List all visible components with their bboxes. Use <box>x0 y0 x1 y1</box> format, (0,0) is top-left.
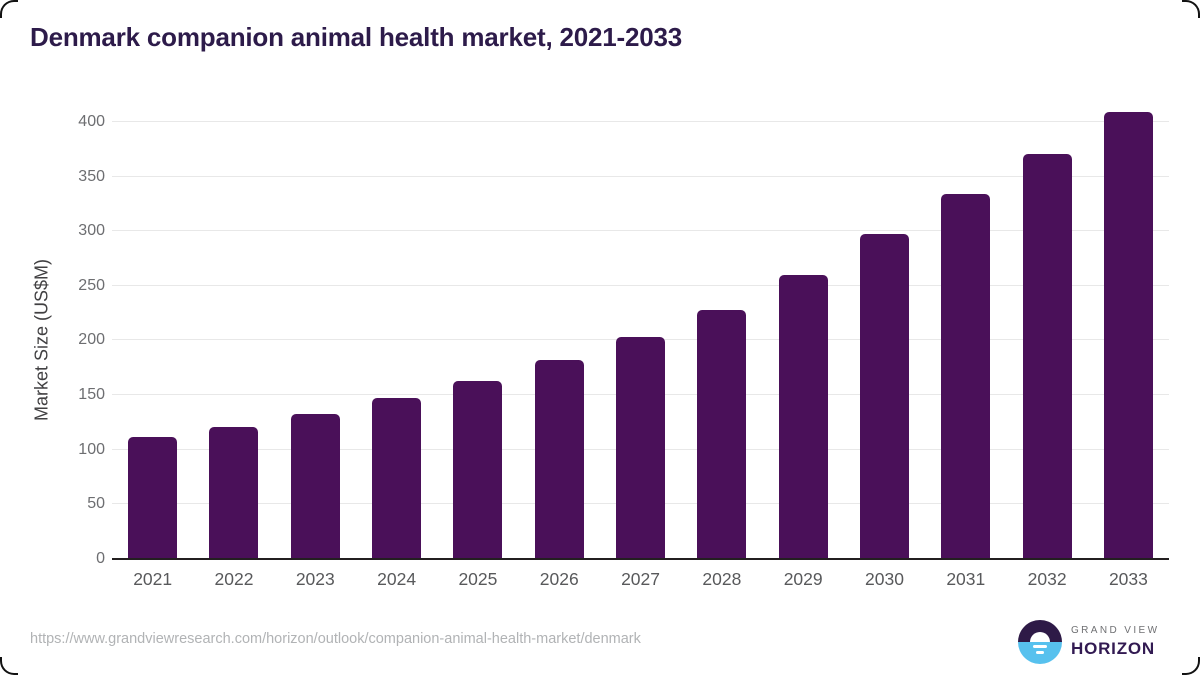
logo-reflection-dash <box>1036 651 1044 654</box>
bar-slot-2023 <box>275 100 356 559</box>
bar-2026[interactable] <box>534 360 584 559</box>
x-tick-label-2033: 2033 <box>1108 569 1148 589</box>
x-tick-label-2021: 2021 <box>133 569 173 589</box>
bar-2032[interactable] <box>1022 153 1072 559</box>
y-tick-label-150: 150 <box>78 386 105 404</box>
logo-sun-dome <box>1030 632 1050 642</box>
bar-slot-2028 <box>681 100 762 559</box>
bar-2024[interactable] <box>372 398 422 559</box>
bar-slot-2030 <box>844 100 925 559</box>
x-tick-label-2023: 2023 <box>295 569 335 589</box>
bar-2028[interactable] <box>697 309 747 559</box>
x-tick-label-2031: 2031 <box>946 569 986 589</box>
y-tick-label-200: 200 <box>78 331 105 349</box>
y-axis-tick-labels: 0 50 100 150 200 250 300 350 400 <box>0 100 105 567</box>
x-tick-label-2024: 2024 <box>377 569 417 589</box>
logo-wordmark: GRAND VIEW HORIZON <box>1071 625 1159 659</box>
bar-2025[interactable] <box>453 380 503 559</box>
source-url: https://www.grandviewresearch.com/horizo… <box>30 631 641 647</box>
bar-slot-2026 <box>519 100 600 559</box>
bar-slot-2021 <box>112 100 193 559</box>
y-tick-label-350: 350 <box>78 167 105 185</box>
chart-title: Denmark companion animal health market, … <box>30 22 683 52</box>
bar-2021[interactable] <box>128 436 178 559</box>
y-tick-label-100: 100 <box>78 440 105 458</box>
x-tick-label-2028: 2028 <box>702 569 742 589</box>
x-tick-label-2026: 2026 <box>539 569 579 589</box>
bar-slot-2025 <box>437 100 518 559</box>
x-tick-label-2022: 2022 <box>214 569 254 589</box>
x-tick-label-2029: 2029 <box>783 569 823 589</box>
bar-2033[interactable] <box>1103 112 1153 559</box>
gridline-250 <box>112 284 1169 286</box>
logo-brand-name: GRAND VIEW <box>1071 625 1160 636</box>
bar-slot-2022 <box>193 100 274 559</box>
bar-series <box>112 100 1169 559</box>
logo-sky-half <box>1018 620 1062 642</box>
gridline-400 <box>112 120 1169 122</box>
bar-2031[interactable] <box>941 194 991 559</box>
x-tick-label-2030: 2030 <box>865 569 904 589</box>
bar-slot-2031 <box>925 100 1006 559</box>
grand-view-horizon-logo: GRAND VIEW HORIZON <box>1018 620 1159 664</box>
card-corner-decoration <box>1182 657 1200 675</box>
logo-reflection-dash <box>1033 645 1047 648</box>
x-tick-label-2032: 2032 <box>1027 569 1067 589</box>
logo-product-name: HORIZON <box>1071 639 1155 658</box>
bar-slot-2027 <box>600 100 681 559</box>
x-tick-label-2025: 2025 <box>458 569 498 589</box>
bar-slot-2024 <box>356 100 437 559</box>
gridline-350 <box>112 175 1169 177</box>
card-corner-decoration <box>0 657 18 675</box>
y-tick-label-50: 50 <box>87 495 105 513</box>
y-tick-label-300: 300 <box>78 222 105 240</box>
bar-2023[interactable] <box>290 413 340 559</box>
bar-slot-2033 <box>1088 100 1169 559</box>
plot-area <box>112 100 1169 560</box>
card-corner-decoration <box>1182 0 1200 18</box>
y-tick-label-400: 400 <box>78 112 105 130</box>
bar-2022[interactable] <box>209 426 259 559</box>
bar-slot-2032 <box>1006 100 1087 559</box>
gridline-300 <box>112 230 1169 232</box>
bar-2029[interactable] <box>778 274 828 559</box>
bar-slot-2029 <box>763 100 844 559</box>
bar-2030[interactable] <box>859 234 909 559</box>
y-tick-label-250: 250 <box>78 276 105 294</box>
bar-2027[interactable] <box>616 337 666 559</box>
card-corner-decoration <box>0 0 18 18</box>
x-tick-label-2027: 2027 <box>621 569 660 589</box>
x-axis-tick-labels: 2021 2022 2023 2024 2025 2026 2027 2028 2029 2030… <box>112 569 1169 590</box>
x-axis-line <box>112 558 1169 560</box>
y-tick-label-0: 0 <box>96 550 105 567</box>
horizon-sun-icon <box>1018 620 1062 664</box>
